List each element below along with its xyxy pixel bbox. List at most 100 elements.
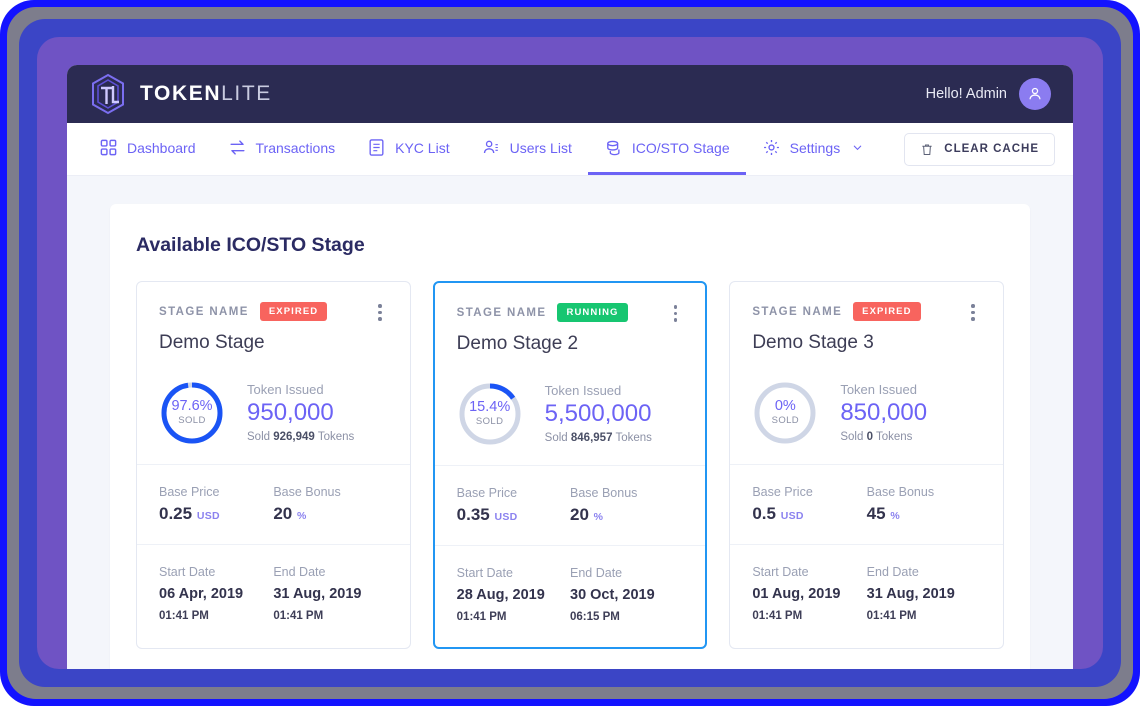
base-bonus-block: Base Bonus 45 % bbox=[867, 485, 981, 524]
end-date-text: 31 Aug, 2019 bbox=[273, 585, 362, 602]
end-date-value: 30 Oct, 2019 06:15 PM bbox=[570, 585, 683, 627]
start-date-block: Start Date 28 Aug, 2019 01:41 PM bbox=[457, 566, 570, 627]
end-date-text: 30 Oct, 2019 bbox=[570, 586, 655, 603]
base-price-unit: USD bbox=[494, 510, 518, 523]
end-date-block: End Date 30 Oct, 2019 06:15 PM bbox=[570, 566, 683, 627]
tokens-sold-line: Sold 926,949 Tokens bbox=[247, 431, 354, 443]
status-badge: EXPIRED bbox=[259, 302, 328, 321]
dates-row: Start Date 01 Aug, 2019 01:41 PM End Dat… bbox=[752, 565, 981, 626]
document-list-icon bbox=[369, 139, 384, 156]
base-bonus-label: Base Bonus bbox=[570, 485, 638, 500]
base-bonus-block: Base Bonus 20 % bbox=[570, 486, 683, 525]
sold-suffix: Tokens bbox=[875, 431, 913, 443]
status-badge: EXPIRED bbox=[853, 302, 921, 321]
divider bbox=[730, 463, 1003, 465]
user-avatar-icon[interactable] bbox=[1019, 78, 1051, 110]
start-time-text: 01:41 PM bbox=[159, 609, 209, 622]
sold-percent-text: 15.4% bbox=[469, 399, 511, 416]
base-price-label: Base Price bbox=[159, 484, 220, 499]
nav-item-kyc-list[interactable]: KYC List bbox=[351, 123, 465, 175]
more-options-icon[interactable] bbox=[965, 302, 981, 323]
base-bonus-number: 20 bbox=[570, 504, 589, 524]
pricing-row: Base Price 0.5 USD Base Bonus 45 % bbox=[752, 485, 981, 524]
clear-cache-button[interactable]: CLEAR CACHE bbox=[904, 132, 1055, 166]
dates-section: Start Date 06 Apr, 2019 01:41 PM End Dat… bbox=[137, 545, 410, 646]
sold-suffix: Tokens bbox=[615, 432, 652, 444]
end-time-text: 01:41 PM bbox=[273, 609, 324, 622]
stage-name-value: Demo Stage bbox=[159, 331, 265, 353]
token-issued-value: 850,000 bbox=[840, 399, 928, 426]
base-price-unit: USD bbox=[780, 509, 804, 522]
base-bonus-number: 20 bbox=[273, 503, 293, 523]
token-issued-block: Token Issued 950,000 Sold 926,949 Tokens bbox=[247, 382, 354, 443]
donut-label: 97.6% SOLD bbox=[159, 380, 225, 446]
stage-name-label: STAGE NAME bbox=[456, 306, 547, 319]
stage-card-header-row: STAGE NAME RUNNING bbox=[457, 303, 684, 324]
start-date-block: Start Date 06 Apr, 2019 01:41 PM bbox=[159, 565, 273, 626]
sold-percent-donut: 0% SOLD bbox=[752, 380, 818, 446]
sold-percent-donut: 15.4% SOLD bbox=[457, 381, 523, 447]
nav-item-dashboard[interactable]: Dashboard bbox=[83, 123, 212, 175]
sold-prefix: Sold bbox=[840, 431, 864, 443]
brand-name-bold: TOKEN bbox=[140, 82, 222, 105]
nav-label: Users List bbox=[509, 139, 572, 156]
stage-name-row: STAGE NAME EXPIRED bbox=[752, 302, 921, 321]
stage-card[interactable]: STAGE NAME RUNNING Demo Stage 2 15.4% bbox=[432, 281, 708, 649]
tokens-sold-line: Sold 846,957 Tokens bbox=[545, 432, 652, 444]
base-price-block: Base Price 0.5 USD bbox=[752, 485, 866, 524]
base-bonus-unit: % bbox=[890, 509, 900, 522]
start-date-text: 06 Apr, 2019 bbox=[159, 585, 244, 602]
more-options-icon[interactable] bbox=[372, 302, 388, 323]
nav-item-transactions[interactable]: Transactions bbox=[212, 123, 352, 175]
token-summary: 0% SOLD Token Issued 850,000 Sold 0 Toke… bbox=[752, 380, 981, 446]
base-price-number: 0.25 bbox=[159, 503, 193, 523]
sold-ring-label: SOLD bbox=[178, 414, 206, 426]
app-window: TOKENLITE Hello! Admin bbox=[67, 65, 1073, 669]
nav-label: KYC List bbox=[395, 139, 450, 156]
tokens-sold-value: 0 bbox=[866, 431, 873, 443]
nav-items: Dashboard Transactions bbox=[83, 123, 879, 175]
divider bbox=[730, 543, 1003, 545]
donut-label: 0% SOLD bbox=[752, 380, 818, 446]
sold-ring-label: SOLD bbox=[475, 415, 504, 427]
start-time-text: 01:41 PM bbox=[456, 610, 507, 623]
stage-card-header-row: STAGE NAME EXPIRED bbox=[159, 302, 388, 323]
status-badge: RUNNING bbox=[557, 303, 628, 322]
base-bonus-block: Base Bonus 20 % bbox=[273, 485, 387, 524]
sold-percent-text: 0% bbox=[774, 398, 796, 415]
brand-name: TOKENLITE bbox=[140, 82, 272, 106]
base-price-number: 0.35 bbox=[456, 504, 490, 524]
nav-item-users-list[interactable]: Users List bbox=[466, 123, 588, 175]
sold-suffix: Tokens bbox=[317, 431, 355, 443]
donut-label: 15.4% SOLD bbox=[457, 381, 523, 447]
token-issued-label: Token Issued bbox=[840, 382, 917, 397]
more-options-icon[interactable] bbox=[668, 303, 684, 324]
chevron-down-icon bbox=[853, 145, 862, 151]
nav-item-ico-sto-stage[interactable]: ICO/STO Stage bbox=[587, 123, 746, 175]
divider bbox=[137, 543, 410, 545]
end-date-block: End Date 31 Aug, 2019 01:41 PM bbox=[867, 565, 981, 626]
token-issued-block: Token Issued 850,000 Sold 0 Tokens bbox=[840, 382, 927, 443]
tokens-sold-line: Sold 0 Tokens bbox=[840, 431, 927, 443]
stage-name-label: STAGE NAME bbox=[752, 305, 843, 318]
start-date-text: 28 Aug, 2019 bbox=[456, 586, 545, 603]
hexagon-tl-logo-icon bbox=[92, 73, 124, 115]
base-price-value: 0.5 USD bbox=[752, 504, 866, 524]
stage-card-header: STAGE NAME EXPIRED Demo Stage 3 0% bbox=[730, 282, 1003, 464]
tokens-sold-value: 926,949 bbox=[273, 431, 315, 443]
top-bar: TOKENLITE Hello! Admin bbox=[67, 65, 1073, 123]
base-price-unit: USD bbox=[196, 509, 220, 522]
end-date-label: End Date bbox=[273, 564, 326, 579]
main-nav: Dashboard Transactions bbox=[67, 123, 1073, 176]
stage-name-row: STAGE NAME RUNNING bbox=[457, 303, 628, 322]
user-menu[interactable]: Hello! Admin bbox=[926, 78, 1051, 110]
token-summary: 15.4% SOLD Token Issued 5,500,000 Sold 8… bbox=[457, 381, 684, 447]
stage-card[interactable]: STAGE NAME EXPIRED Demo Stage 3 0% bbox=[729, 281, 1004, 649]
nav-item-settings[interactable]: Settings bbox=[746, 123, 880, 175]
stage-card[interactable]: STAGE NAME EXPIRED Demo Stage 97.6% bbox=[136, 281, 411, 649]
base-bonus-value: 45 % bbox=[867, 504, 981, 524]
pricing-row: Base Price 0.35 USD Base Bonus 20 % bbox=[457, 486, 684, 525]
dates-section: Start Date 28 Aug, 2019 01:41 PM End Dat… bbox=[435, 546, 706, 647]
end-time-text: 06:15 PM bbox=[570, 610, 620, 623]
brand[interactable]: TOKENLITE bbox=[89, 73, 272, 115]
